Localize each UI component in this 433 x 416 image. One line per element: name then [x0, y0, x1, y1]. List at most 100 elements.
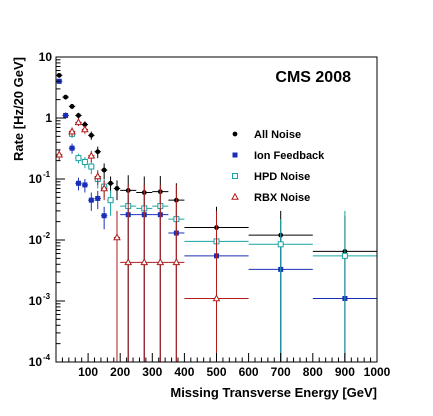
data-marker: [82, 182, 88, 188]
data-point: [75, 153, 82, 164]
x-tick-label: 500: [206, 365, 226, 379]
data-marker: [88, 163, 95, 170]
y-tick-label: 10: [29, 294, 43, 308]
data-point: [93, 170, 102, 185]
data-point: [74, 118, 83, 126]
x-tick-label: 900: [335, 365, 355, 379]
legend-marker: [232, 152, 238, 158]
data-marker: [101, 213, 107, 219]
data-marker: [108, 180, 113, 186]
legend-item: HPD Noise: [232, 171, 310, 183]
series-rbx-noise: [55, 118, 249, 362]
data-point: [107, 176, 114, 193]
data-point: [68, 103, 76, 110]
legend: All Noise Ion Feedback HPD Noise RBX Noise: [231, 129, 325, 204]
data-point: [113, 210, 121, 362]
data-marker: [93, 172, 102, 180]
legend-label: Ion Feedback: [254, 150, 325, 162]
data-point: [62, 94, 69, 100]
data-point: [100, 163, 108, 179]
y-tick-label: 1: [45, 111, 52, 125]
data-marker: [69, 145, 75, 151]
x-tick-label: 400: [174, 365, 194, 379]
y-tick-exponent: -1: [43, 170, 51, 179]
data-marker: [63, 94, 69, 100]
legend-marker: [232, 131, 238, 137]
data-marker: [124, 258, 133, 266]
data-point: [94, 190, 101, 210]
data-point: [107, 190, 114, 216]
experiment-label: CMS 2008: [275, 69, 351, 86]
series-layer: [55, 72, 377, 362]
data-point: [120, 184, 137, 362]
y-tick-label: 10: [29, 233, 43, 247]
y-tick-exponent: -3: [43, 292, 51, 301]
data-point: [75, 112, 82, 119]
data-point: [100, 180, 108, 201]
data-marker: [88, 132, 94, 138]
legend-item: All Noise: [232, 129, 301, 141]
data-marker: [63, 112, 69, 118]
data-marker: [277, 241, 284, 248]
data-marker: [113, 233, 121, 241]
data-marker: [87, 151, 96, 159]
legend-item: RBX Noise: [231, 192, 310, 204]
x-axis-title: Missing Transverse Energy [GeV]: [170, 385, 377, 400]
data-point: [55, 149, 64, 161]
data-point: [62, 112, 69, 120]
data-point: [100, 206, 108, 230]
data-point: [152, 184, 169, 362]
data-marker: [88, 197, 94, 203]
data-point: [248, 219, 313, 362]
data-marker: [100, 184, 108, 192]
data-marker: [74, 118, 83, 126]
data-point: [168, 184, 185, 362]
y-tick-label: 10: [29, 172, 43, 186]
data-marker: [212, 294, 221, 302]
x-tick-label: 1000: [364, 365, 391, 379]
data-point: [136, 184, 153, 362]
y-tick-label: 10: [39, 50, 53, 64]
data-marker: [140, 258, 149, 266]
data-marker: [95, 195, 101, 201]
data-marker: [341, 252, 348, 259]
x-tick-label: 600: [239, 365, 259, 379]
legend-label: HPD Noise: [254, 171, 310, 183]
data-marker: [95, 149, 101, 155]
x-tick-label: 300: [142, 365, 162, 379]
data-marker: [69, 103, 75, 109]
x-tick-label: 100: [78, 365, 98, 379]
data-point: [81, 179, 89, 193]
data-point: [81, 156, 89, 169]
y-tick-exponent: -4: [43, 353, 51, 362]
data-point: [88, 131, 95, 140]
data-point: [88, 160, 95, 175]
legend-marker: [231, 192, 239, 200]
data-marker: [156, 258, 165, 266]
data-marker: [68, 127, 76, 135]
data-marker: [81, 125, 89, 133]
data-marker: [75, 180, 81, 186]
data-point: [75, 177, 82, 191]
y-tick-label: 10: [29, 355, 43, 369]
data-point: [94, 146, 101, 159]
legend-item: Ion Feedback: [232, 150, 325, 162]
data-marker: [75, 155, 82, 162]
legend-label: All Noise: [254, 129, 301, 141]
data-marker: [172, 258, 181, 266]
legend-label: RBX Noise: [254, 192, 310, 204]
data-marker: [101, 167, 107, 173]
data-point: [68, 143, 76, 154]
data-point: [113, 180, 121, 201]
y-tick-exponent: -2: [43, 231, 51, 240]
legend-marker: [232, 173, 238, 179]
x-tick-label: 200: [110, 365, 130, 379]
data-marker: [82, 122, 88, 127]
data-marker: [76, 113, 81, 118]
x-tick-label: 700: [271, 365, 291, 379]
data-point: [87, 150, 96, 162]
y-axis-title: Rate [Hz/20 GeV]: [11, 57, 26, 161]
data-marker: [81, 158, 88, 165]
